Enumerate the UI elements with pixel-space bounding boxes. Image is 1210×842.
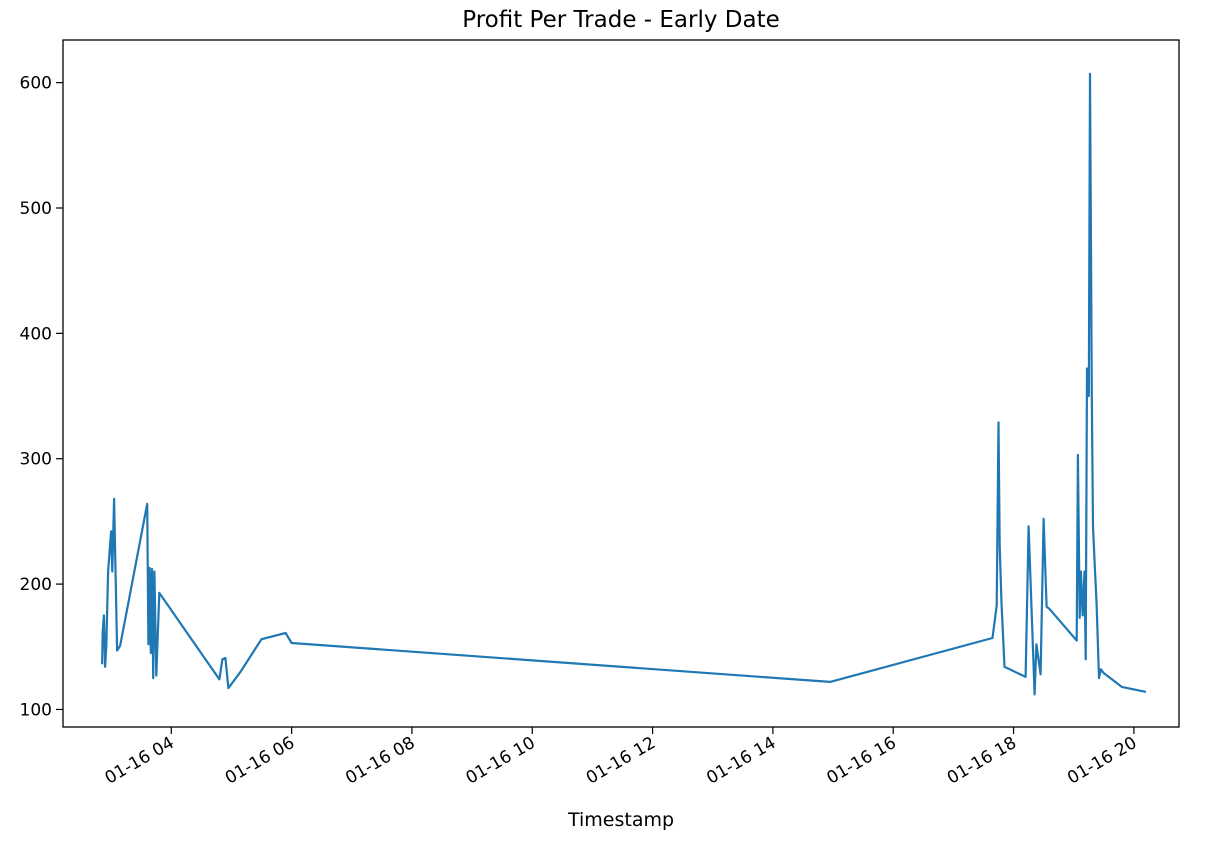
y-axis: 100 200 300 400 500 600 — [20, 74, 63, 720]
y-tick-label: 400 — [20, 324, 52, 344]
y-tick-label: 500 — [20, 199, 52, 219]
x-tick-label: 01-16 14 — [703, 733, 779, 789]
chart-title: Profit Per Trade - Early Date — [462, 7, 780, 33]
x-tick-label: 01-16 04 — [102, 733, 178, 789]
x-tick-label: 01-16 06 — [222, 733, 298, 789]
y-tick-label: 100 — [20, 700, 52, 720]
data-points — [102, 74, 1146, 695]
x-axis: 01-16 04 01-16 06 01-16 08 01-16 10 01-16 12… — [102, 727, 1140, 789]
x-tick-label: 01-16 16 — [824, 733, 900, 789]
x-tick-label: 01-16 20 — [1064, 733, 1140, 789]
y-tick-label: 300 — [20, 450, 52, 470]
x-tick-label: 01-16 12 — [583, 733, 659, 789]
x-axis-label: Timestamp — [567, 809, 674, 831]
y-tick-label: 200 — [20, 575, 52, 595]
x-tick-label: 01-16 10 — [463, 733, 539, 789]
y-tick-label: 600 — [20, 74, 52, 94]
plot-frame — [62, 39, 1180, 728]
x-tick-label: 01-16 18 — [944, 733, 1020, 789]
x-tick-label: 01-16 08 — [342, 733, 418, 789]
series-line — [101, 72, 1147, 696]
